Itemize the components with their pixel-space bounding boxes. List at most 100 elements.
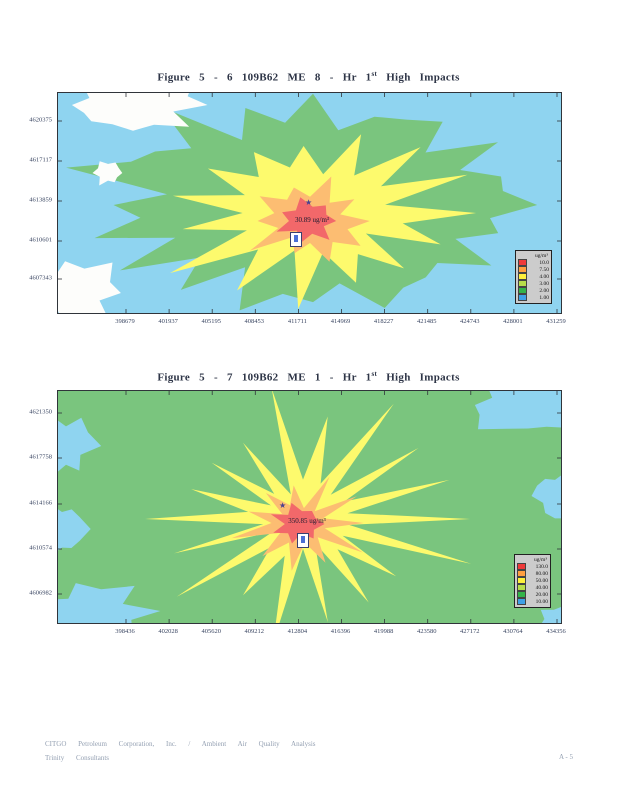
x-tick-label: 409212	[244, 628, 265, 635]
legend-entry: 7.50	[518, 266, 549, 273]
water-patch	[531, 475, 561, 519]
x-tick-label: 427172	[460, 628, 480, 635]
y-tick-label: 4607343	[29, 274, 52, 282]
figure2-title: Figure 5 - 7 109B62 ME 1 - Hr 1st High I…	[57, 370, 560, 384]
y-tick-label: 4610601	[29, 236, 52, 244]
legend-value: 7.50	[539, 266, 549, 273]
legend-value: 10.00	[535, 598, 548, 605]
x-tick-label: 430764	[503, 628, 523, 635]
legend-box: ug/m³ 130.0 80.00 50.00 40.00 20.00 10.00	[514, 554, 551, 608]
contour-plot-1hr	[57, 390, 562, 624]
contour-level-red	[270, 502, 325, 544]
legend-value: 1.00	[539, 294, 549, 301]
contour-map-1hr: 4621350 4617758 4614166 4610574 4606982 3984…	[29, 390, 566, 635]
x-tick-label: 421485	[416, 318, 437, 325]
legend-swatch-icon	[518, 287, 527, 294]
legend-value: 2.00	[539, 287, 549, 294]
legend-swatch-icon	[518, 280, 527, 287]
figure1-title-suffix: High Impacts	[386, 71, 460, 84]
x-tick-label: 416396	[330, 628, 351, 635]
legend-value: 10.0	[539, 259, 549, 266]
source-location-icon	[290, 232, 302, 247]
page-footer: CITGO Petroleum Corporation, Inc. / Ambi…	[45, 740, 573, 762]
legend-value: 3.00	[539, 280, 549, 287]
water-patch	[474, 391, 561, 430]
x-tick-label: 423580	[416, 628, 437, 635]
water-patch	[58, 583, 161, 623]
figure1-title-superscript: st	[371, 70, 378, 78]
contour-plot-8hr	[57, 92, 562, 314]
legend-swatch-icon	[518, 259, 527, 266]
water-patch	[540, 606, 561, 623]
x-tick-label: 402028	[158, 628, 178, 635]
contour-map-8hr: 4620375 4617117 4613859 4610601 4607343 3986…	[29, 92, 566, 325]
legend-swatch-icon	[517, 570, 526, 577]
y-tick-label: 4621350	[29, 408, 52, 416]
figure1-title: Figure 5 - 6 109B62 ME 8 - Hr 1st High I…	[57, 70, 560, 84]
y-tick-label: 4610574	[29, 544, 52, 552]
legend-swatch-icon	[517, 591, 526, 598]
figure2-title-superscript: st	[371, 370, 378, 378]
x-tick-label: 424743	[460, 318, 480, 325]
max-impact-star-icon: ★	[279, 501, 287, 510]
legend-entries: 130.0 80.00 50.00 40.00 20.00 10.00	[517, 563, 548, 605]
legend-value: 130.0	[535, 563, 548, 570]
footer-company-line: CITGO Petroleum Corporation, Inc. / Ambi…	[45, 740, 316, 748]
legend-swatch-icon	[517, 563, 526, 570]
legend-swatch-icon	[517, 584, 526, 591]
figure1-title-text: Figure 5 - 6 109B62 ME 8 - Hr 1	[157, 71, 372, 84]
y-tick-label: 4606982	[29, 589, 52, 597]
legend-value: 50.00	[535, 577, 548, 584]
x-tick-label: 398679	[115, 318, 135, 325]
legend-entry: 1.00	[518, 294, 549, 301]
legend-title: ug/m³	[534, 557, 547, 563]
x-tick-label: 398436	[115, 628, 135, 635]
legend-entry: 50.00	[517, 577, 548, 584]
x-tick-label: 434356	[546, 628, 566, 635]
legend-entry: 80.00	[517, 570, 548, 577]
legend-value: 20.00	[535, 591, 548, 598]
page-number: A - 5	[559, 753, 573, 761]
max-impact-annotation: 30.89 ug/m³	[295, 216, 329, 224]
legend-entry: 40.00	[517, 584, 548, 591]
legend-entry: 10.0	[518, 259, 549, 266]
legend-value: 80.00	[535, 570, 548, 577]
source-location-icon	[297, 533, 309, 548]
axis-tick-marks	[58, 93, 561, 313]
x-tick-label: 419988	[373, 628, 394, 635]
legend-swatch-icon	[517, 577, 526, 584]
legend-swatch-icon	[517, 598, 526, 605]
legend-swatch-icon	[518, 266, 527, 273]
legend-entry: 4.00	[518, 273, 549, 280]
legend-entries: 10.0 7.50 4.00 3.00 2.00 1.00	[518, 259, 549, 301]
x-tick-label: 414969	[330, 318, 351, 325]
max-impact-star-icon: ★	[305, 198, 313, 207]
x-tick-label: 408453	[244, 318, 265, 325]
white-landmass-patch	[58, 261, 121, 313]
figure2-title-text: Figure 5 - 7 109B62 ME 1 - Hr 1	[157, 371, 372, 384]
legend-entry: 3.00	[518, 280, 549, 287]
legend-entry: 2.00	[518, 287, 549, 294]
footer-consultant-line: Trinity Consultants	[45, 754, 110, 762]
water-patch	[58, 417, 102, 472]
x-tick-label: 418227	[373, 318, 394, 325]
legend-entry: 130.0	[517, 563, 548, 570]
legend-entry: 10.00	[517, 598, 548, 605]
x-tick-label: 412804	[287, 628, 308, 635]
legend-entry: 20.00	[517, 591, 548, 598]
legend-value: 4.00	[539, 273, 549, 280]
figure2-title-suffix: High Impacts	[386, 371, 460, 384]
x-tick-label: 411711	[287, 318, 307, 325]
legend-title: ug/m³	[535, 253, 548, 259]
y-tick-label: 4620375	[29, 116, 52, 124]
x-tick-label: 401937	[158, 318, 178, 325]
white-landmass-patch	[71, 93, 208, 131]
contour-level-red	[276, 197, 337, 243]
axis-tick-marks	[58, 391, 561, 623]
legend-box: ug/m³ 10.0 7.50 4.00 3.00 2.00 1.00	[515, 250, 552, 304]
y-tick-label: 4614166	[29, 499, 52, 507]
y-tick-label: 4613859	[29, 196, 52, 204]
legend-value: 40.00	[535, 584, 548, 591]
y-tick-label: 4617758	[29, 453, 52, 461]
